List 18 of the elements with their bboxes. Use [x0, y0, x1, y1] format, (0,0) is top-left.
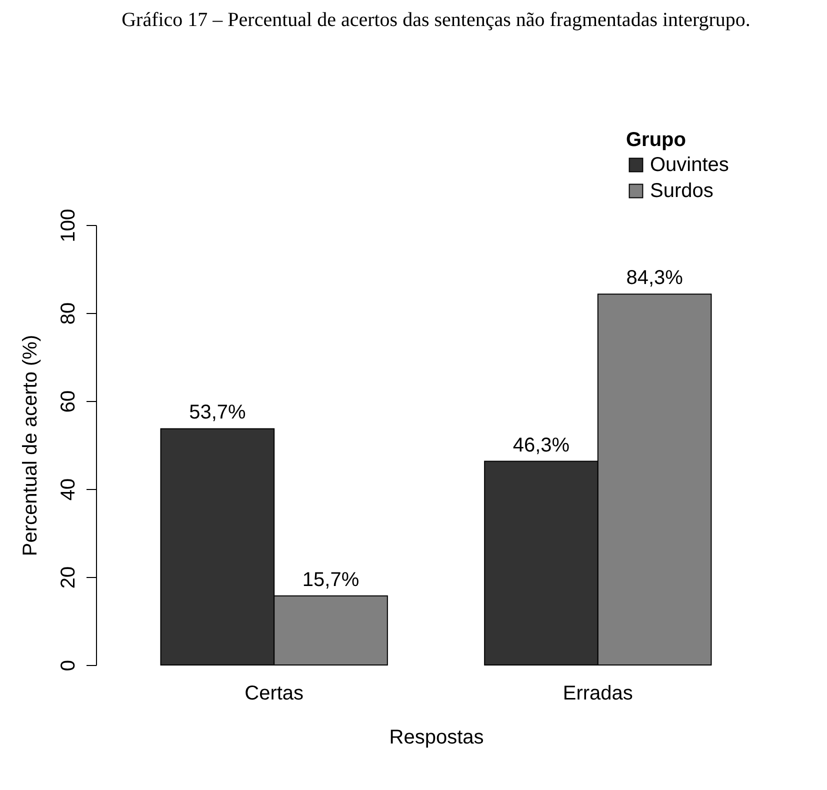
y-axis-title: Percentual de acerto (%) [20, 334, 42, 556]
legend-title: Grupo [626, 129, 686, 151]
y-tick-label: 100 [58, 208, 80, 242]
y-tick-label: 40 [58, 478, 80, 501]
x-axis-title: Respostas [389, 726, 484, 748]
chart-title: Gráfico 17 – Percentual de acertos das sentenças não fragmentadas intergrupo. [122, 9, 750, 31]
legend-label: Surdos [650, 180, 714, 202]
legend-label: Ouvintes [650, 154, 729, 176]
y-tick-label: 60 [58, 390, 80, 413]
y-tick-label: 20 [58, 566, 80, 589]
data-label: 53,7% [189, 402, 246, 424]
x-tick-label: Erradas [562, 682, 633, 704]
data-label: 15,7% [302, 568, 360, 591]
y-tick-label: 80 [58, 302, 80, 325]
y-tick-label: 0 [58, 660, 80, 672]
x-tick-label: Certas [244, 682, 304, 704]
data-label: 46,3% [512, 434, 570, 456]
data-label: 84,3% [626, 267, 684, 290]
